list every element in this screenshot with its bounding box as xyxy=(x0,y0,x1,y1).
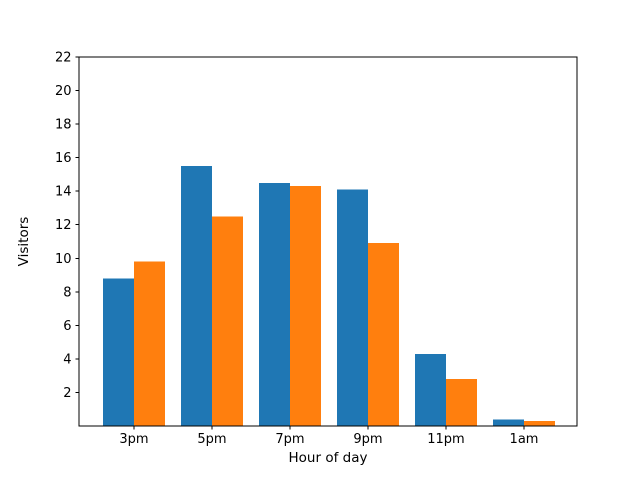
bar-9pm-orange-series xyxy=(368,243,399,426)
plot-border xyxy=(78,56,578,427)
y-axis-tick-label: 8 xyxy=(63,285,71,300)
bar-3pm-orange-series xyxy=(134,261,165,426)
bar-11pm-orange-series xyxy=(446,379,477,426)
y-axis-tick-label: 10 xyxy=(55,252,72,267)
x-axis-tick-label: 9pm xyxy=(353,432,382,447)
x-axis-tick-label: 7pm xyxy=(275,432,304,447)
y-axis-tick-label: 4 xyxy=(63,352,71,367)
y-axis-tick-label: 2 xyxy=(63,386,71,401)
bar-5pm-blue-series xyxy=(181,166,212,427)
y-axis-tick-label: 16 xyxy=(55,151,72,166)
bar-1am-orange-series xyxy=(524,420,555,426)
x-axis-tick-label: 5pm xyxy=(197,432,226,447)
bar-3pm-blue-series xyxy=(103,278,134,426)
y-axis-tick-label: 14 xyxy=(55,185,72,200)
bar-9pm-blue-series xyxy=(337,189,368,426)
x-axis-tick-label: 3pm xyxy=(119,432,148,447)
bar-1am-blue-series xyxy=(493,419,524,426)
bar-5pm-orange-series xyxy=(212,216,243,426)
y-axis-title: Visitors xyxy=(16,217,32,267)
y-axis-tick-label: 6 xyxy=(63,319,71,334)
x-axis-tick-label: 1am xyxy=(510,432,539,447)
bar-11pm-blue-series xyxy=(415,353,446,426)
y-axis-tick-label: 12 xyxy=(55,218,72,233)
y-axis-tick-label: 22 xyxy=(55,51,72,66)
bar-7pm-orange-series xyxy=(290,186,321,426)
y-axis-tick-label: 20 xyxy=(55,84,72,99)
bar-7pm-blue-series xyxy=(259,182,290,426)
x-axis-tick-label: 11pm xyxy=(427,432,464,447)
x-axis-title: Hour of day xyxy=(289,450,368,466)
y-axis-tick-label: 18 xyxy=(55,118,72,133)
